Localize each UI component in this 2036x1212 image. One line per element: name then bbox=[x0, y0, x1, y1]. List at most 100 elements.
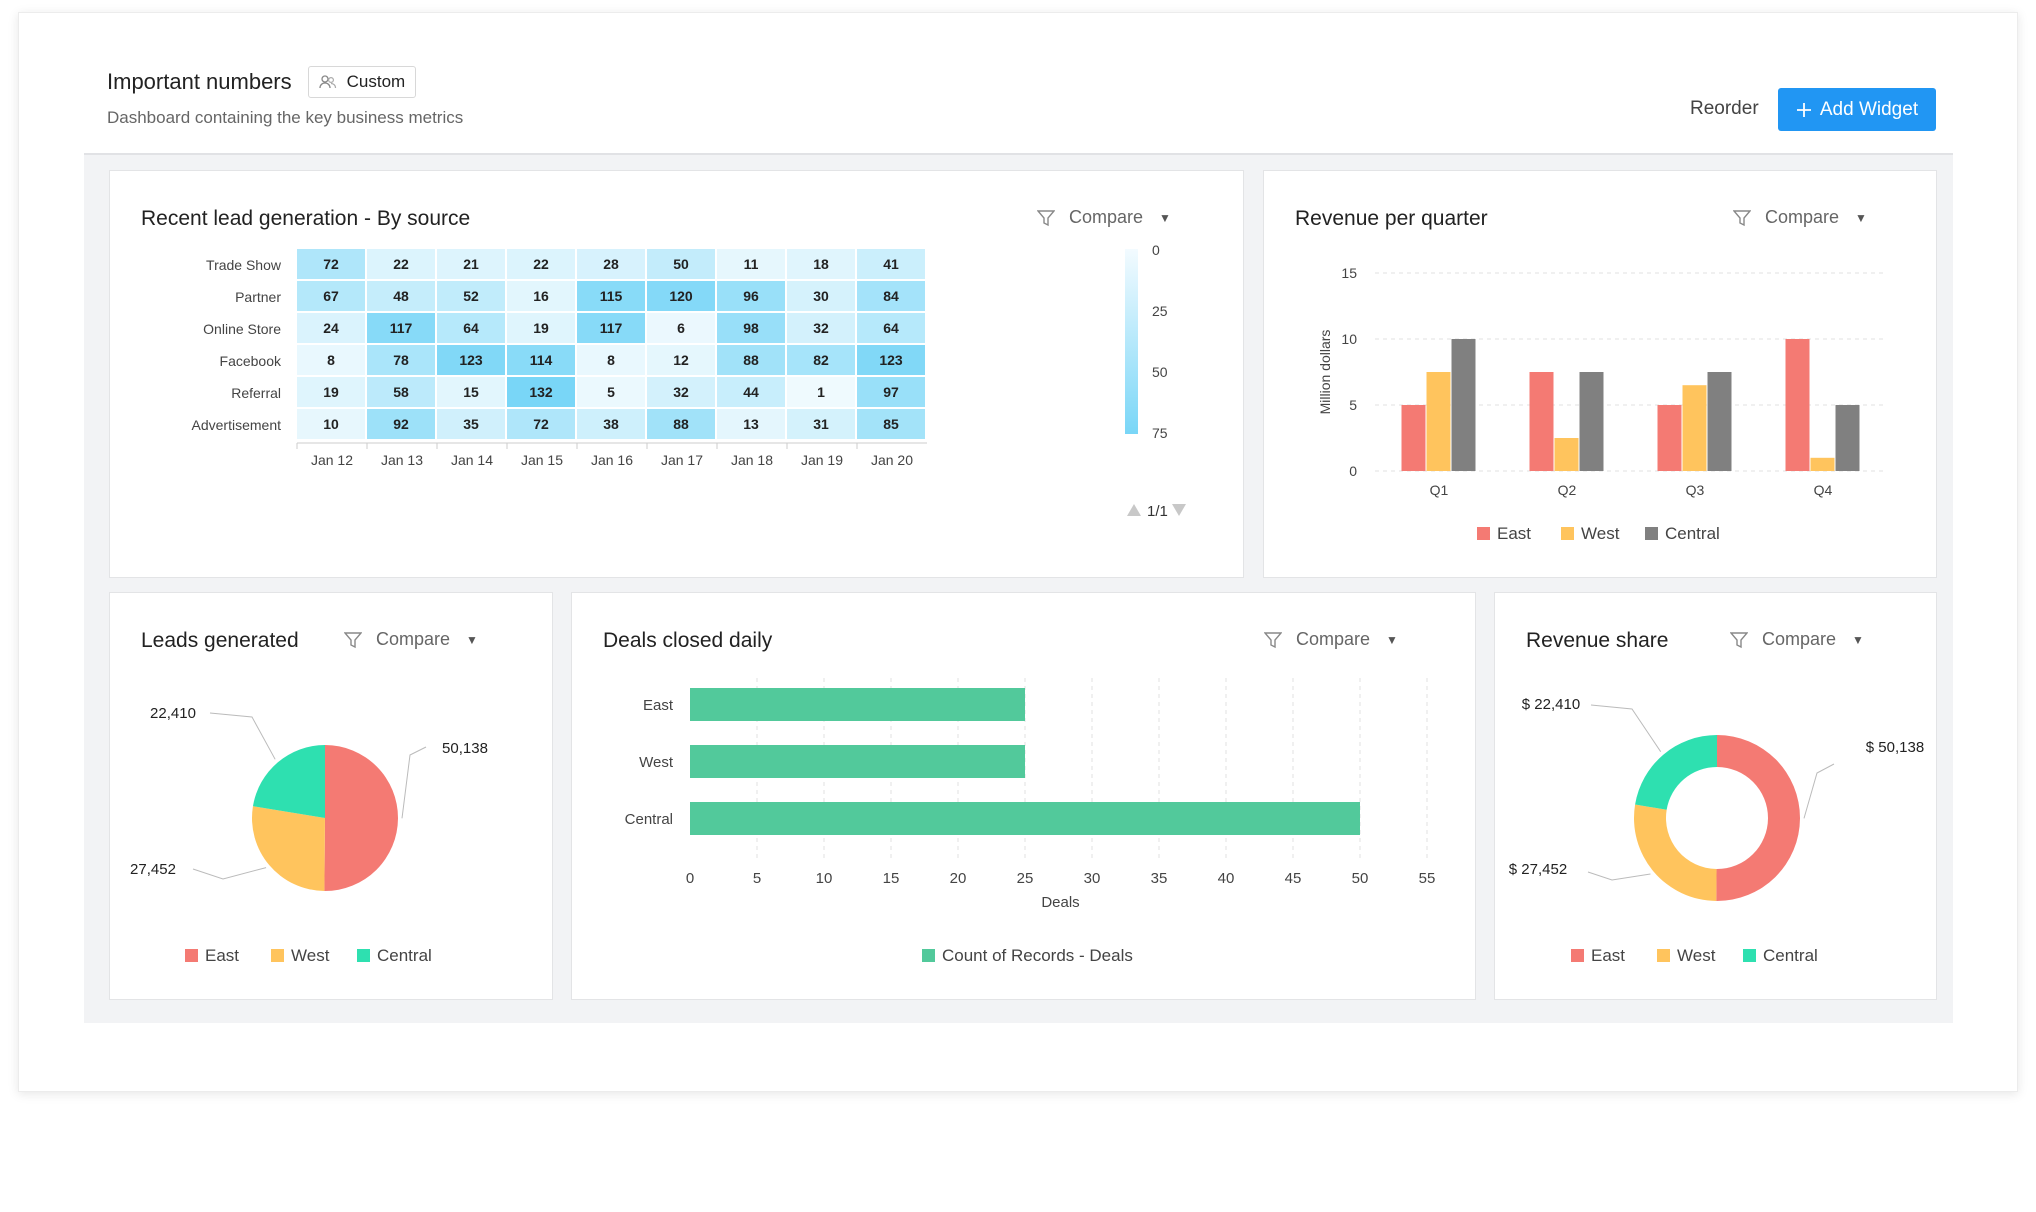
caret-down-icon[interactable]: ▼ bbox=[1159, 210, 1171, 225]
caret-down-icon[interactable]: ▼ bbox=[466, 632, 478, 647]
custom-badge[interactable]: Custom bbox=[307, 66, 417, 98]
heatmap-scale-bar bbox=[1125, 249, 1138, 434]
page-subtitle: Dashboard containing the key business me… bbox=[107, 108, 464, 127]
heatmap-cell-value: 32 bbox=[813, 320, 829, 336]
heatmap-row-label: Facebook bbox=[220, 353, 282, 369]
filter-icon[interactable] bbox=[1264, 631, 1282, 649]
heatmap-cell-value: 52 bbox=[463, 288, 479, 304]
pie-slice bbox=[324, 745, 398, 891]
heatmap-cell-value: 50 bbox=[673, 256, 689, 272]
legend-label: Central bbox=[377, 946, 432, 965]
pie-slice bbox=[252, 745, 325, 818]
heatmap-cell-value: 21 bbox=[463, 256, 479, 272]
heatmap-cell bbox=[647, 249, 715, 279]
deals-y-label: West bbox=[639, 754, 674, 771]
revenue-y-axis-label: Million dollars bbox=[1317, 330, 1333, 415]
heatmap-cell bbox=[367, 377, 435, 407]
heatmap-cell bbox=[367, 345, 435, 375]
heatmap-cell-value: 58 bbox=[393, 384, 409, 400]
pie-leader-line bbox=[1587, 871, 1651, 881]
heatmap-cell-value: 11 bbox=[744, 256, 759, 272]
deals-bar bbox=[690, 688, 1025, 721]
heatmap-cell bbox=[437, 377, 505, 407]
heatmap-cell-value: 10 bbox=[323, 416, 339, 432]
pie-value-label: $ 50,138 bbox=[1866, 739, 1924, 756]
heatmap-cell-value: 8 bbox=[607, 352, 615, 368]
filter-icon[interactable] bbox=[1730, 631, 1748, 649]
compare-dropdown[interactable]: Compare bbox=[376, 629, 451, 649]
legend-label: East bbox=[205, 946, 239, 965]
add-widget-button[interactable]: Add Widget bbox=[1778, 88, 1936, 131]
custom-badge-label: Custom bbox=[346, 72, 406, 91]
caret-down-icon[interactable]: ▼ bbox=[1852, 632, 1864, 647]
heatmap-cell-value: 22 bbox=[393, 256, 409, 272]
legend-swatch bbox=[185, 949, 198, 962]
heatmap-tools: Compare ▼ bbox=[1037, 207, 1171, 228]
deals-card: Deals closed daily Compare ▼ 0 5 10 15 20 25 3… bbox=[571, 592, 1476, 1000]
filter-icon[interactable] bbox=[1733, 209, 1751, 227]
heatmap-cell bbox=[787, 313, 855, 343]
heatmap-cell bbox=[857, 345, 925, 375]
heatmap-cell bbox=[367, 409, 435, 439]
compare-dropdown[interactable]: Compare bbox=[1296, 629, 1371, 649]
filter-icon[interactable] bbox=[344, 631, 362, 649]
heatmap-cell-value: 38 bbox=[603, 416, 619, 432]
heatmap-cell-value: 8 bbox=[327, 352, 335, 368]
heatmap-cell bbox=[647, 313, 715, 343]
heatmap-cell bbox=[647, 345, 715, 375]
heatmap-cell-value: 120 bbox=[669, 288, 693, 304]
heatmap-cell bbox=[787, 345, 855, 375]
heatmap-row-label: Partner bbox=[235, 289, 281, 305]
pie-value-label: $ 27,452 bbox=[1509, 861, 1567, 878]
heatmap-row-label: Trade Show bbox=[206, 257, 282, 273]
pager-up-icon bbox=[1127, 504, 1141, 516]
share-card: Revenue share Compare ▼ $ 50,138 $ 27,452… bbox=[1494, 592, 1937, 1000]
heatmap-cell-value: 88 bbox=[673, 416, 689, 432]
legend-swatch bbox=[1561, 527, 1574, 540]
deals-x-tick: 5 bbox=[753, 870, 761, 887]
deals-x-tick: 45 bbox=[1285, 870, 1302, 887]
revenue-y-tick: 0 bbox=[1349, 463, 1357, 479]
heatmap-cell-value: 115 bbox=[600, 288, 623, 304]
heatmap-cell bbox=[437, 249, 505, 279]
legend-label: Central bbox=[1763, 946, 1818, 965]
filter-icon[interactable] bbox=[1037, 209, 1055, 227]
revenue-bar bbox=[1682, 385, 1707, 471]
heatmap-scale-label: 50 bbox=[1152, 364, 1168, 380]
heatmap-cell bbox=[577, 409, 645, 439]
heatmap-cell bbox=[437, 345, 505, 375]
revenue-tools: Compare ▼ bbox=[1733, 207, 1867, 228]
heatmap-cell bbox=[857, 409, 925, 439]
heatmap-cell-value: 117 bbox=[600, 320, 623, 336]
reorder-button[interactable]: Reorder bbox=[1690, 98, 1759, 119]
deals-bar bbox=[690, 802, 1360, 835]
caret-down-icon[interactable]: ▼ bbox=[1386, 632, 1398, 647]
heatmap-card: Recent lead generation - By source Compa… bbox=[109, 170, 1244, 578]
heatmap-cell-value: 24 bbox=[323, 320, 339, 336]
legend-swatch bbox=[1645, 527, 1658, 540]
heatmap-cell bbox=[297, 249, 365, 279]
heatmap-cell bbox=[787, 281, 855, 311]
compare-dropdown[interactable]: Compare bbox=[1762, 629, 1837, 649]
deals-x-tick: 0 bbox=[686, 870, 694, 887]
deals-x-axis-label: Deals bbox=[1041, 894, 1079, 911]
revenue-bar bbox=[1657, 405, 1682, 471]
heatmap-cell bbox=[297, 313, 365, 343]
heatmap-cell-value: 82 bbox=[813, 352, 829, 368]
deals-x-tick: 35 bbox=[1151, 870, 1168, 887]
heatmap-cell bbox=[717, 377, 785, 407]
heatmap-cell bbox=[507, 313, 575, 343]
heatmap-cell-value: 44 bbox=[743, 384, 759, 400]
heatmap-cell bbox=[857, 249, 925, 279]
deals-x-tick: 10 bbox=[816, 870, 833, 887]
heatmap-row-label: Referral bbox=[231, 385, 281, 401]
pie-leader-line bbox=[1590, 704, 1662, 752]
revenue-title: Revenue per quarter bbox=[1295, 207, 1488, 230]
revenue-y-tick: 10 bbox=[1341, 331, 1357, 347]
heatmap-cell-value: 31 bbox=[813, 416, 829, 432]
heatmap-cell bbox=[297, 377, 365, 407]
heatmap-cell bbox=[507, 377, 575, 407]
compare-dropdown[interactable]: Compare bbox=[1069, 207, 1144, 227]
caret-down-icon[interactable]: ▼ bbox=[1855, 210, 1867, 225]
compare-dropdown[interactable]: Compare bbox=[1765, 207, 1840, 227]
